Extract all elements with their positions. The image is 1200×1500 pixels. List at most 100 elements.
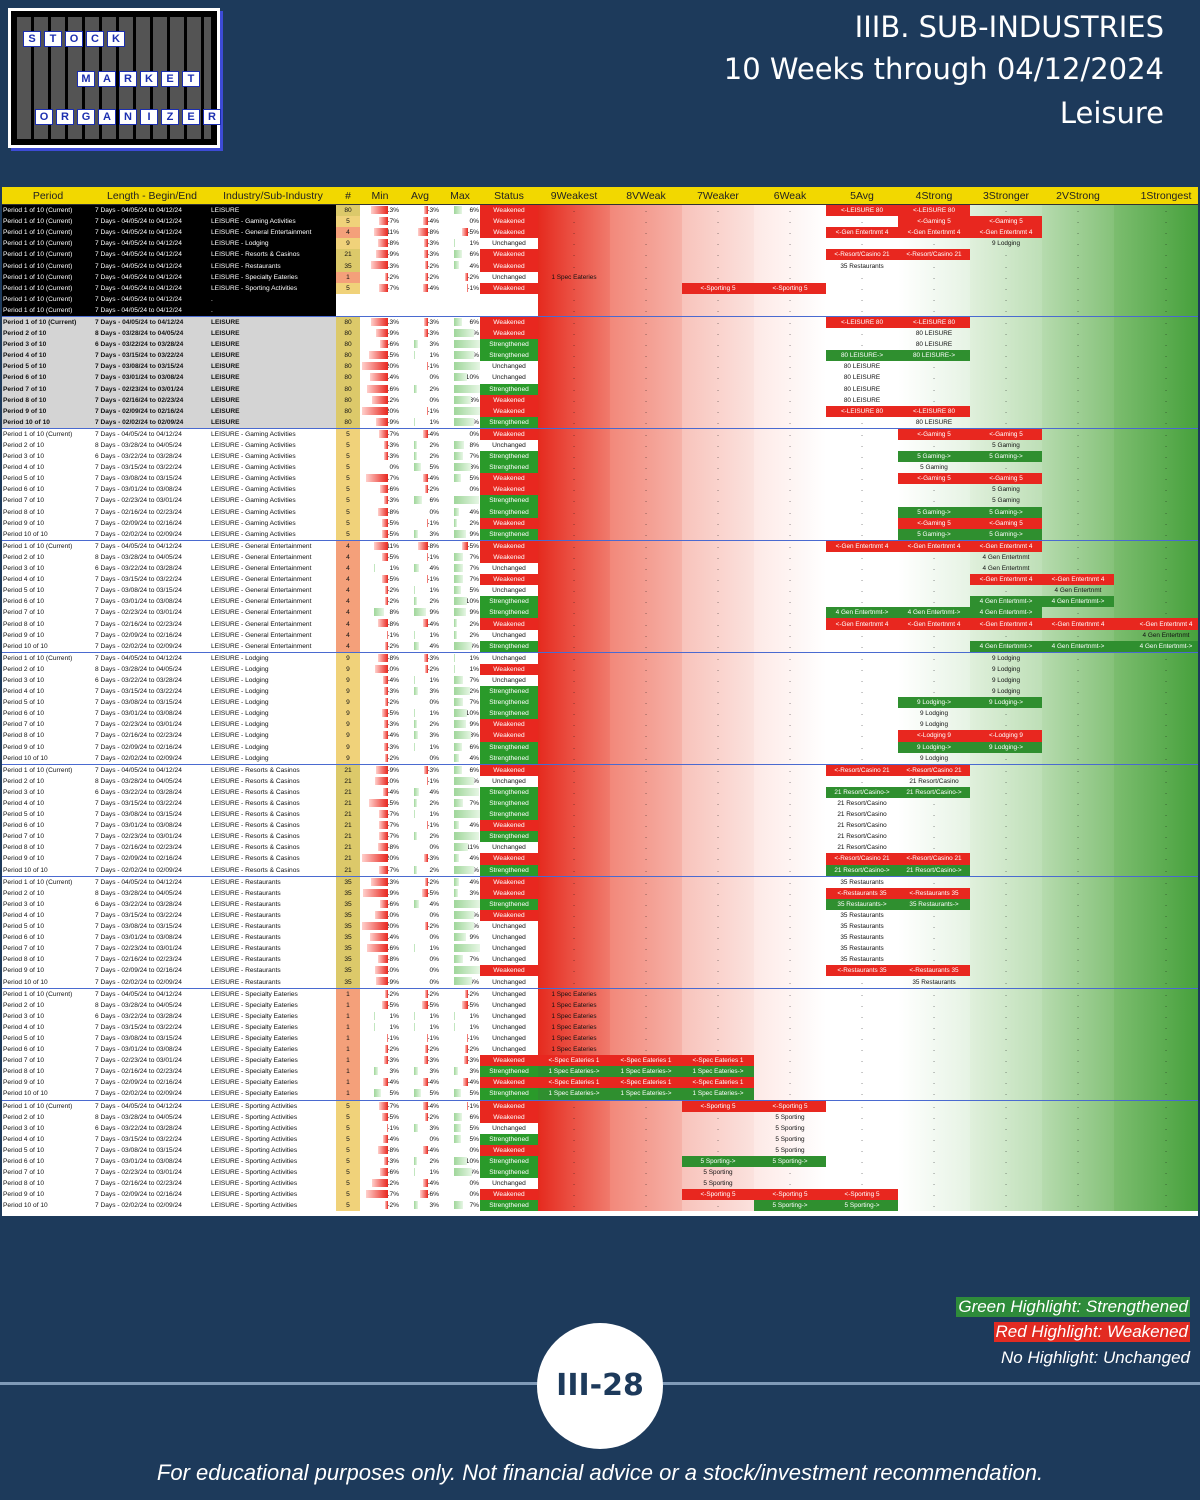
industry-cell: LEISURE - Sporting Activities	[211, 1113, 298, 1121]
value-bar	[377, 843, 388, 852]
zone-dot: .	[645, 699, 647, 707]
mn-cell: -5%	[387, 710, 399, 718]
logo-letter: A	[98, 109, 116, 125]
zone-dot: .	[573, 363, 575, 371]
zone-dot: .	[717, 553, 719, 561]
count-cell: 80	[344, 418, 352, 426]
zone-dot: .	[717, 530, 719, 538]
status-cell: Unchanged	[492, 1180, 526, 1188]
zone-dot: .	[933, 1158, 935, 1166]
av-cell: -2%	[427, 990, 439, 998]
zone-dot: .	[573, 811, 575, 819]
value-bar	[454, 653, 456, 662]
period-cell: Period 4 of 10	[3, 352, 47, 360]
count-cell: 5	[346, 453, 350, 461]
mx-cell: 7%	[469, 1202, 479, 1210]
zone-cell: <-Gen Entertnmt 4	[979, 576, 1033, 584]
status-cell: Unchanged	[492, 1001, 526, 1009]
zone-dot: .	[789, 811, 791, 819]
value-bar	[454, 373, 467, 382]
value-bar	[454, 417, 474, 426]
zone-cell: 1 Spec Eateries	[551, 1001, 597, 1009]
mx-cell: 6%	[469, 766, 479, 774]
count-cell: 9	[346, 732, 350, 740]
av-cell: -1%	[427, 777, 439, 785]
zone-dot: .	[717, 251, 719, 259]
zone-dot: .	[933, 1012, 935, 1020]
av-cell: 0%	[429, 508, 439, 516]
zone-dot: .	[1077, 665, 1079, 673]
zone-dot: .	[933, 1046, 935, 1054]
table-row: Period 10 of 10 7 Days - 02/02/24 to 02/0…	[2, 752, 1198, 765]
zone-dot: .	[573, 576, 575, 584]
zone-dot: .	[717, 788, 719, 796]
mn-cell: -1%	[387, 1124, 399, 1132]
period-cell: Period 1 of 10 (Current)	[3, 990, 73, 998]
zone-dot: .	[1005, 844, 1007, 852]
logo-letter: R	[119, 71, 137, 87]
table-row: Period 1 of 10 (Current) 7 Days - 04/05/2…	[2, 1099, 1198, 1112]
value-bar	[425, 261, 428, 270]
value-bar	[375, 664, 388, 673]
zone-dot: .	[1165, 1079, 1167, 1087]
value-bar	[414, 1123, 418, 1132]
industry-cell: LEISURE - Resorts & Casinos	[211, 811, 300, 819]
zone-dot: .	[645, 754, 647, 762]
value-bar	[454, 1156, 467, 1165]
zone-dot: .	[1005, 878, 1007, 886]
period-cell: Period 1 of 10 (Current)	[3, 306, 73, 314]
count-cell: 5	[346, 218, 350, 226]
av-cell: 2%	[429, 442, 439, 450]
zone-dot: .	[717, 1135, 719, 1143]
value-bar	[454, 463, 471, 472]
zone-dot: .	[933, 1090, 935, 1098]
zone-cell: <-Spec Eateries 1	[692, 1057, 744, 1065]
zone-dot: .	[1005, 1046, 1007, 1054]
status-cell: Strengthened	[489, 743, 529, 751]
mn-cell: -7%	[387, 833, 399, 841]
zone-dot: .	[861, 1023, 863, 1031]
value-bar	[466, 283, 468, 292]
zone-dot: .	[789, 956, 791, 964]
av-cell: 2%	[429, 598, 439, 606]
zone-dot: .	[645, 642, 647, 650]
table-row: Period 1 of 10 (Current) 7 Days - 04/05/2…	[2, 875, 1198, 888]
zone-dot: .	[1165, 464, 1167, 472]
zone-dot: .	[1165, 565, 1167, 573]
zone-dot: .	[933, 1034, 935, 1042]
mn-cell: -4%	[387, 676, 399, 684]
zone-dot: .	[861, 990, 863, 998]
value-bar	[365, 474, 388, 483]
mx-cell: 3%	[469, 889, 479, 897]
value-bar	[454, 575, 464, 584]
logo-letter: T	[44, 31, 62, 47]
value-bar	[454, 1134, 461, 1143]
value-bar	[378, 429, 388, 438]
zone-dot: .	[717, 990, 719, 998]
col-header: 4Strong	[898, 187, 970, 205]
mn-cell: -9%	[387, 330, 399, 338]
value-bar	[454, 955, 464, 964]
zone-dot: .	[1165, 430, 1167, 438]
col-header: Length - Begin/End	[94, 187, 210, 205]
period-cell: Period 10 of 10	[3, 642, 48, 650]
zone-dot: .	[573, 833, 575, 841]
zone-dot: .	[1077, 1001, 1079, 1009]
industry-cell: LEISURE - General Entertainment	[211, 598, 312, 606]
zone-dot: .	[1165, 508, 1167, 516]
zone-cell: <-Spec Eateries 1	[620, 1057, 672, 1065]
zone-dot: .	[933, 1202, 935, 1210]
status-cell: Weakened	[493, 1191, 525, 1199]
mx-cell: 6%	[469, 318, 479, 326]
zone-cell: <-Sporting 5	[700, 284, 736, 292]
value-bar	[374, 564, 376, 572]
industry-cell: LEISURE - General Entertainment	[211, 553, 312, 561]
count-cell: 4	[346, 587, 350, 595]
zone-dot: .	[1165, 1169, 1167, 1177]
zone-dot: .	[1077, 363, 1079, 371]
mx-cell: 4%	[469, 262, 479, 270]
period-cell: Period 10 of 10	[3, 418, 50, 426]
industry-cell: LEISURE - Specialty Eateries	[211, 1046, 298, 1054]
zone-dot: .	[933, 811, 935, 819]
zone-cell: 80 LEISURE	[915, 330, 953, 338]
